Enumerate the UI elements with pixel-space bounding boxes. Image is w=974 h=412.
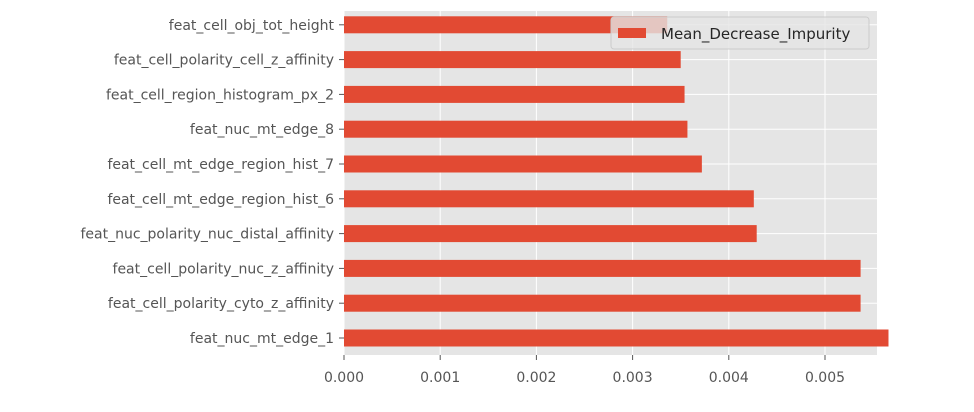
bar-feat-cell-mt-edge-region-hist-7 [344, 155, 702, 173]
bar-feat-nuc-mt-edge-1 [344, 329, 889, 347]
bar-feat-cell-polarity-nuc-z-affinity [344, 259, 861, 277]
x-tick-label: 0.001 [420, 370, 460, 386]
y-tick-label: feat_nuc_mt_edge_1 [190, 331, 334, 347]
legend-label: Mean_Decrease_Impurity [661, 25, 850, 44]
x-tick-labels: 0.000 0.001 0.002 0.003 0.004 0.005 [324, 355, 845, 386]
y-tick-label: feat_cell_mt_edge_region_hist_6 [107, 192, 334, 208]
y-tick-label: feat_cell_region_histogram_px_2 [106, 87, 334, 103]
bar-feat-cell-polarity-cyto-z-affinity [344, 294, 861, 312]
y-tick-label: feat_cell_polarity_cyto_z_affinity [108, 296, 334, 312]
y-tick-label: feat_cell_mt_edge_region_hist_7 [107, 157, 334, 173]
y-tick-labels: feat_nuc_mt_edge_1 feat_cell_polarity_cyt… [80, 18, 344, 347]
bar-feat-cell-mt-edge-region-hist-6 [344, 190, 754, 208]
y-tick-label: feat_nuc_polarity_nuc_distal_affinity [80, 227, 334, 243]
bar-feat-cell-region-histogram-px-2 [344, 85, 685, 103]
bar-feat-cell-polarity-cell-z-affinity [344, 51, 681, 69]
bar-feat-nuc-mt-edge-8 [344, 120, 688, 138]
bars [344, 16, 889, 347]
y-tick-label: feat_cell_obj_tot_height [169, 18, 335, 34]
x-tick-label: 0.003 [613, 370, 653, 386]
legend: Mean_Decrease_Impurity [610, 16, 870, 50]
x-tick-label: 0.005 [805, 370, 845, 386]
bar-feat-cell-obj-tot-height [344, 16, 668, 34]
y-tick-label: feat_nuc_mt_edge_8 [190, 122, 334, 138]
y-tick-label: feat_cell_polarity_nuc_z_affinity [113, 261, 334, 277]
x-tick-label: 0.002 [516, 370, 556, 386]
x-tick-label: 0.000 [324, 370, 364, 386]
bar-feat-nuc-polarity-nuc-distal-affinity [344, 225, 757, 243]
legend-swatch [618, 28, 646, 38]
y-tick-label: feat_cell_polarity_cell_z_affinity [114, 53, 334, 69]
legend-box [610, 16, 870, 50]
x-tick-label: 0.004 [709, 370, 749, 386]
